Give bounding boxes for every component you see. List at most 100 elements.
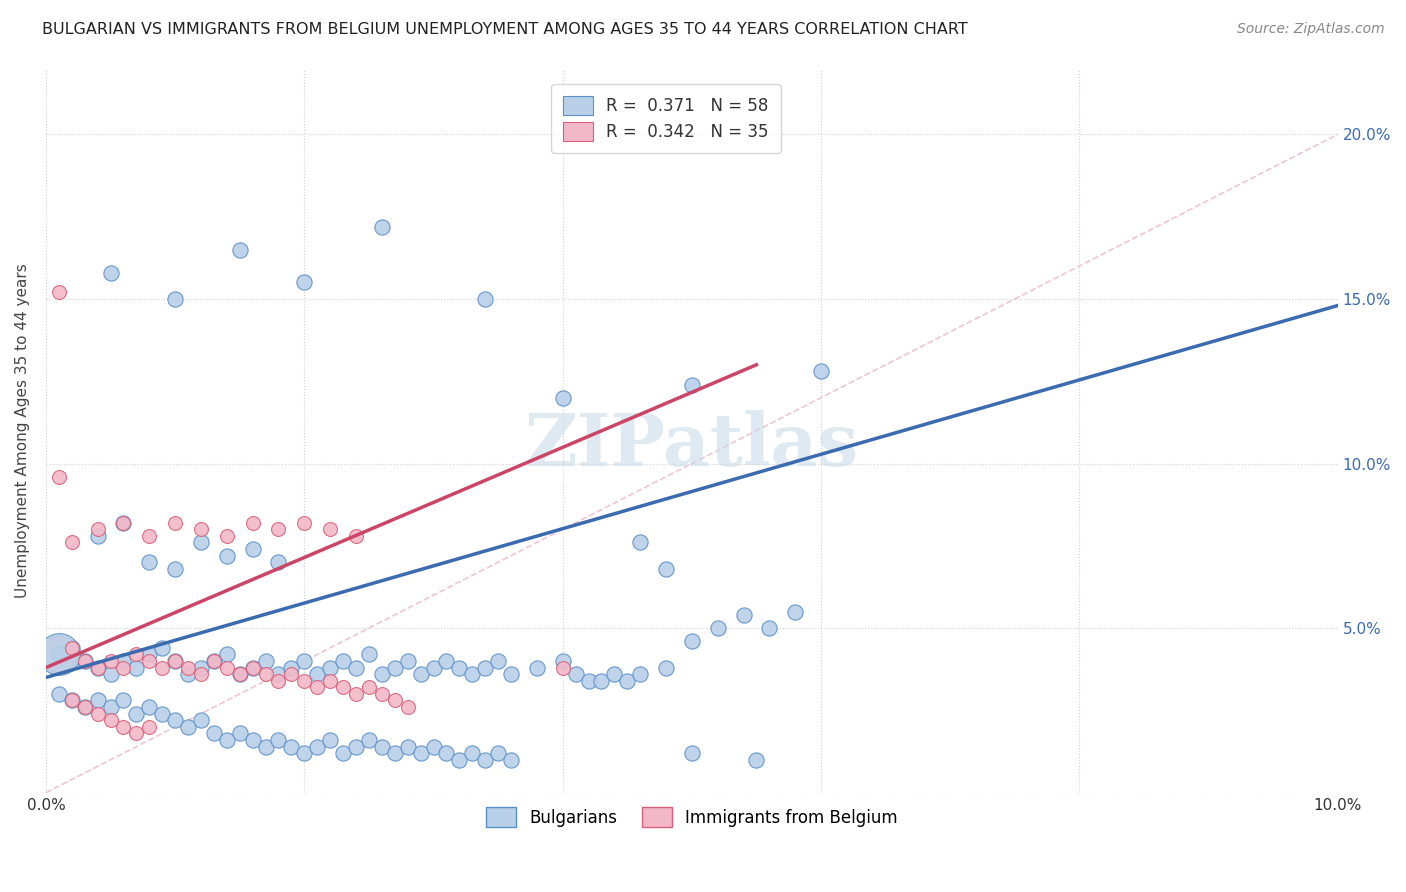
Point [449, 753, 471, 767]
Point [112, 516, 135, 530]
Point [73, 700, 96, 714]
Point [371, 667, 394, 681]
Point [138, 648, 160, 662]
Point [190, 667, 212, 681]
Point [436, 746, 458, 760]
Point [229, 243, 252, 257]
Point [48, 648, 70, 662]
Point [138, 700, 160, 714]
Point [60, 640, 83, 655]
Point [681, 634, 703, 648]
Point [215, 660, 238, 674]
Point [280, 667, 302, 681]
Point [138, 720, 160, 734]
Point [177, 720, 200, 734]
Point [165, 713, 187, 727]
Point [384, 746, 406, 760]
Point [344, 529, 367, 543]
Point [125, 726, 148, 740]
Point [138, 654, 160, 668]
Point [292, 654, 315, 668]
Point [319, 660, 342, 674]
Point [499, 667, 522, 681]
Point [267, 555, 290, 569]
Point [190, 535, 212, 549]
Point [202, 654, 225, 668]
Point [267, 733, 290, 747]
Point [486, 654, 509, 668]
Point [486, 746, 509, 760]
Point [165, 516, 187, 530]
Point [474, 660, 496, 674]
Point [112, 654, 135, 668]
Point [100, 700, 122, 714]
Point [307, 739, 329, 754]
Point [125, 648, 148, 662]
Point [422, 660, 444, 674]
Point [474, 753, 496, 767]
Point [319, 733, 342, 747]
Point [100, 667, 122, 681]
Point [357, 681, 380, 695]
Point [86, 522, 108, 536]
Point [73, 700, 96, 714]
Point [628, 535, 651, 549]
Point [551, 391, 574, 405]
Point [344, 687, 367, 701]
Point [461, 746, 484, 760]
Point [73, 654, 96, 668]
Point [319, 673, 342, 688]
Point [603, 667, 626, 681]
Point [242, 733, 264, 747]
Point [125, 706, 148, 721]
Point [332, 681, 354, 695]
Point [474, 292, 496, 306]
Point [785, 605, 807, 619]
Point [758, 621, 780, 635]
Point [229, 667, 252, 681]
Point [292, 673, 315, 688]
Point [280, 739, 302, 754]
Point [292, 746, 315, 760]
Point [371, 219, 394, 234]
Point [112, 660, 135, 674]
Point [332, 746, 354, 760]
Point [344, 660, 367, 674]
Point [307, 681, 329, 695]
Point [422, 739, 444, 754]
Point [215, 733, 238, 747]
Point [60, 693, 83, 707]
Point [436, 654, 458, 668]
Point [357, 648, 380, 662]
Point [165, 562, 187, 576]
Point [242, 516, 264, 530]
Point [229, 726, 252, 740]
Point [254, 667, 277, 681]
Point [165, 654, 187, 668]
Point [86, 706, 108, 721]
Point [112, 720, 135, 734]
Point [48, 285, 70, 300]
Point [100, 266, 122, 280]
Point [371, 739, 394, 754]
Point [292, 276, 315, 290]
Point [307, 667, 329, 681]
Point [100, 713, 122, 727]
Point [681, 377, 703, 392]
Point [100, 654, 122, 668]
Point [706, 621, 728, 635]
Point [150, 640, 173, 655]
Point [112, 693, 135, 707]
Point [681, 746, 703, 760]
Point [48, 648, 70, 662]
Y-axis label: Unemployment Among Ages 35 to 44 years: Unemployment Among Ages 35 to 44 years [15, 263, 30, 598]
Point [48, 648, 70, 662]
Point [384, 660, 406, 674]
Text: ZIPatlas: ZIPatlas [524, 409, 859, 481]
Point [564, 667, 586, 681]
Point [86, 660, 108, 674]
Point [254, 739, 277, 754]
Point [344, 739, 367, 754]
Point [202, 654, 225, 668]
Point [628, 667, 651, 681]
